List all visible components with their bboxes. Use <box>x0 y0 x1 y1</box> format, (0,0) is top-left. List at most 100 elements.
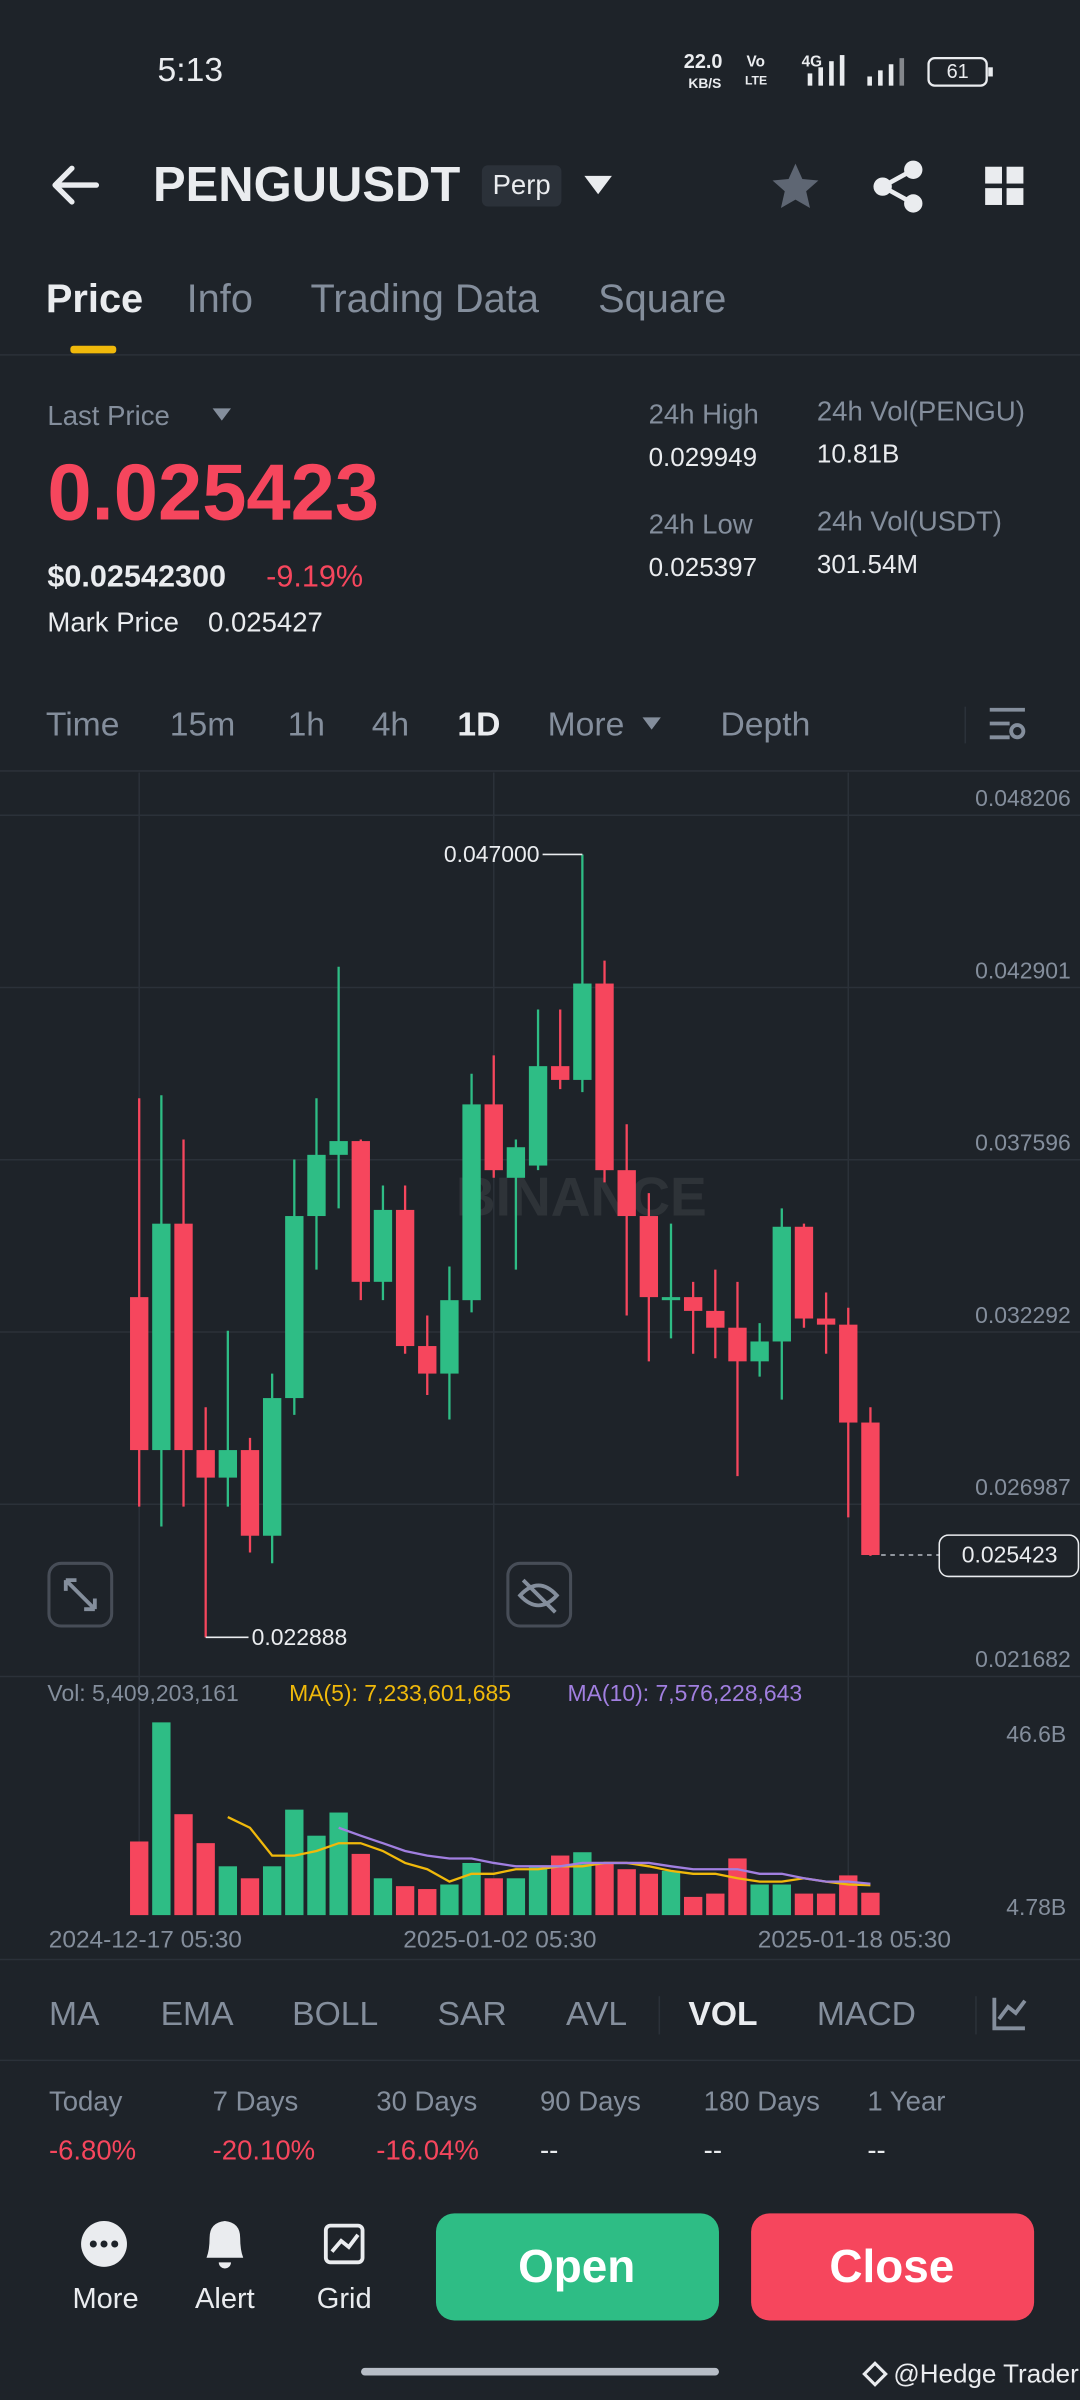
volume-bar <box>551 1855 570 1916</box>
volume-bar <box>661 1870 681 1916</box>
period-value: -- <box>867 2134 885 2165</box>
volume-bar <box>196 1843 215 1916</box>
indicator[interactable]: SAR <box>438 1996 507 2033</box>
period-value: -20.10% <box>213 2134 316 2165</box>
back-button[interactable] <box>52 165 100 205</box>
period-value: -- <box>540 2134 558 2165</box>
volume-bar <box>240 1878 260 1916</box>
ma-legend: MA(10): 7,576,228,643 <box>568 1680 803 1706</box>
candle-body <box>794 1226 814 1319</box>
period-label: 30 Days <box>376 2086 477 2117</box>
indicator[interactable]: VOL <box>688 1996 757 2033</box>
watermark-icon <box>862 2361 888 2387</box>
volume-bar <box>395 1886 415 1916</box>
volume-bar <box>617 1869 636 1916</box>
period-label: 7 Days <box>213 2086 299 2117</box>
close-button-label[interactable]: Close <box>829 2240 954 2292</box>
alert-label[interactable]: Alert <box>195 2283 255 2315</box>
alert-icon[interactable] <box>206 2221 244 2269</box>
candle-body <box>683 1297 703 1311</box>
perp-badge-text: Perp <box>493 169 551 200</box>
tab[interactable]: Square <box>598 277 726 321</box>
tab-indicator <box>70 345 117 354</box>
candle-body <box>440 1300 459 1374</box>
tab[interactable]: Price <box>46 277 143 321</box>
candle-body <box>839 1324 858 1423</box>
interval[interactable]: More <box>548 706 625 743</box>
favorite-button[interactable] <box>772 163 819 209</box>
period-label: 90 Days <box>540 2086 641 2117</box>
watermark: @Hedge Trader <box>893 2358 1079 2388</box>
last-price-label: Last Price <box>47 400 169 431</box>
last-price-tag: 0.025423 <box>962 1542 1058 1568</box>
volume-bar <box>728 1858 747 1916</box>
stat-value: 0.025397 <box>649 552 757 582</box>
low-label: 0.022888 <box>252 1624 348 1650</box>
interval[interactable]: 1h <box>288 706 325 743</box>
more-label[interactable]: More <box>72 2283 138 2315</box>
close-button[interactable] <box>751 2213 1035 2321</box>
candle-body <box>750 1341 769 1362</box>
period-value: -- <box>704 2134 722 2165</box>
stat-value: 301.54M <box>817 549 918 579</box>
candle-body <box>551 1066 570 1080</box>
candle-body <box>262 1398 282 1536</box>
indicator[interactable]: BOLL <box>292 1996 378 2033</box>
candle-body <box>639 1216 659 1298</box>
last-price-dropdown[interactable] <box>212 408 231 421</box>
candle-body <box>706 1310 725 1328</box>
stat-label: 24h Vol(USDT) <box>817 505 1002 536</box>
interval[interactable]: Depth <box>721 706 811 743</box>
battery-level: 61 <box>947 61 969 83</box>
candle-body <box>130 1297 149 1451</box>
candle-body <box>861 1422 880 1556</box>
candle-body <box>373 1209 393 1282</box>
share-button[interactable] <box>873 160 923 213</box>
y-tick-label: 0.032292 <box>975 1302 1071 1328</box>
hide-button[interactable] <box>506 1561 573 1628</box>
volume-bar <box>285 1809 304 1916</box>
volume-legend: Vol: 5,409,203,161 <box>47 1680 238 1706</box>
volume-tick-label: 46.6B <box>1006 1721 1066 1747</box>
interval[interactable]: 4h <box>372 706 409 743</box>
volume-bar <box>794 1893 814 1916</box>
indicator[interactable]: MACD <box>817 1996 916 2033</box>
open-button-label[interactable]: Open <box>518 2240 635 2292</box>
tab[interactable]: Info <box>187 277 253 321</box>
layout-button[interactable] <box>985 166 1024 205</box>
symbol-dropdown[interactable] <box>584 175 612 195</box>
open-button[interactable] <box>435 2213 719 2321</box>
indicator[interactable]: AVL <box>566 1996 627 2033</box>
indicator[interactable]: EMA <box>161 1996 234 2033</box>
candle-body <box>772 1226 791 1342</box>
more-icon[interactable] <box>81 2221 127 2267</box>
volume-bar <box>595 1862 614 1916</box>
candle-body <box>351 1141 370 1282</box>
indicator-settings[interactable] <box>992 1997 1027 2031</box>
interval[interactable]: 15m <box>170 706 235 743</box>
interval[interactable]: Time <box>46 706 120 743</box>
interval[interactable]: 1D <box>457 706 500 743</box>
candle-body <box>816 1318 836 1325</box>
stat-value: 0.029949 <box>649 442 757 472</box>
symbol[interactable]: PENGUUSDT <box>153 158 460 212</box>
ma-line <box>338 1826 871 1885</box>
y-tick-label: 0.042901 <box>975 957 1071 983</box>
grid-label[interactable]: Grid <box>317 2283 372 2315</box>
battery-icon <box>927 56 988 87</box>
volume-bar <box>772 1884 791 1916</box>
candle-body <box>528 1066 548 1166</box>
more-dropdown[interactable] <box>642 717 661 730</box>
grid-icon[interactable] <box>323 2223 365 2265</box>
candle-body <box>196 1450 215 1478</box>
tab[interactable]: Trading Data <box>311 277 540 321</box>
volume-bar <box>218 1866 238 1916</box>
chart-settings[interactable] <box>989 707 1026 740</box>
volume-bar <box>573 1852 592 1916</box>
last-price-box <box>938 1534 1080 1578</box>
volume-bar <box>683 1896 703 1916</box>
expand-button[interactable] <box>47 1561 114 1628</box>
chart-watermark: BINANCE <box>456 1165 707 1227</box>
indicator[interactable]: MA <box>49 1996 100 2033</box>
candle-body <box>395 1209 415 1347</box>
